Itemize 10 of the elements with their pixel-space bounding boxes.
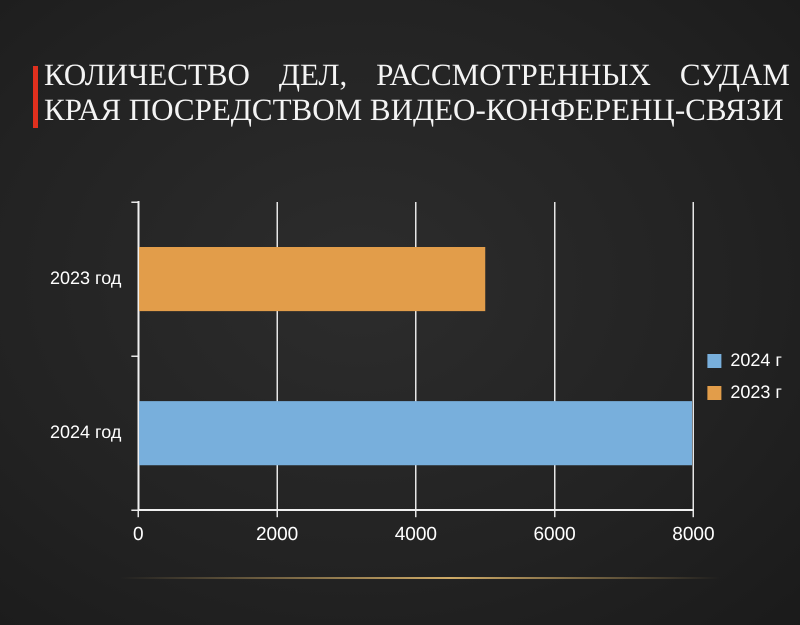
x-tick-label: 2000 [256,524,298,545]
x-tick-label: 8000 [672,524,715,545]
y-tick-label: 2024 год [50,422,122,442]
x-tick-label: 6000 [533,524,576,545]
x-tick-label: 4000 [394,524,437,545]
x-tick-label: 0 [133,524,144,545]
chart-title: КОЛИЧЕСТВО ДЕЛ, РАССМОТРЕННЫХ СУДАМ КРАЯ ПОСРЕДСТВОМ ВИДЕО-КОНФЕРЕНЦ-СВЯЗИ [44,57,790,127]
legend-label: 2023 г [730,382,782,402]
y-tick-label: 2023 год [50,268,122,288]
legend-label: 2024 г [730,350,782,370]
